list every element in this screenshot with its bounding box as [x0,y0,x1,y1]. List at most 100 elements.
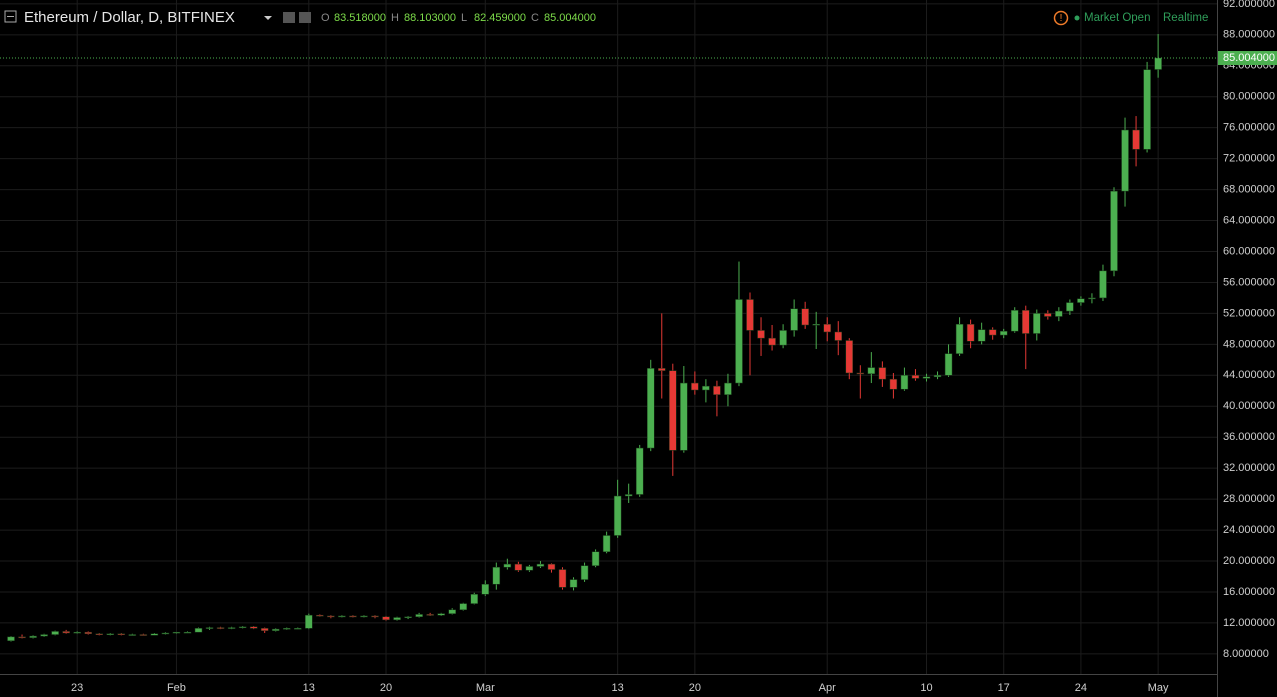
x-tick-label: 20 [689,682,701,694]
candle-body [95,633,103,636]
y-tick-label: 40.000000 [1223,400,1275,412]
candle-body [580,565,589,580]
candle-body [40,634,48,637]
candle-body [702,385,710,391]
y-tick-label: 60.000000 [1223,245,1275,257]
alert-icon-mark: ! [1060,13,1063,24]
candle-body [735,299,743,384]
candle-body [536,563,545,567]
candle-body [117,633,126,636]
candle-body [18,636,26,639]
candle-body [658,368,666,371]
y-tick-label: 8.000000 [1223,648,1269,660]
candle-body [680,382,688,451]
y-tick-label: 28.000000 [1223,493,1275,505]
candle-body [481,583,490,595]
candle-body [1110,190,1118,272]
ohlc-key: L [461,12,467,24]
candle-body [691,382,699,391]
candle-body [635,447,644,495]
candle-body [84,631,92,635]
candle-body [646,368,655,449]
candle-body [305,614,313,629]
candle-body [1010,310,1019,332]
candle-body [459,603,467,611]
candle-body [988,329,997,336]
candle-body [955,323,964,354]
candle-body [911,375,920,379]
ohlc-value: 82.459000 [474,12,526,24]
candle-body [205,627,214,629]
candle-body [1143,69,1151,150]
candle-body [249,626,258,629]
candles [0,34,1217,642]
candle-body [944,353,953,376]
candle-body [1066,302,1074,312]
candle-body [724,382,732,395]
ohlc-value: 83.518000 [334,12,386,24]
candle-body [1121,129,1129,192]
candle-body [1033,313,1041,334]
candle-body [448,609,456,614]
candle-body [547,563,556,570]
candle-body [106,633,115,636]
y-tick-label: 12.000000 [1223,617,1275,629]
candle-body [139,634,148,636]
candle-body [316,614,324,617]
candle-body [889,378,898,390]
y-tick-label: 72.000000 [1223,153,1275,165]
last-price-label: 85.004000 [1223,52,1275,64]
x-tick-label: 13 [612,682,624,694]
grid [0,0,1217,674]
candle-body [1077,298,1085,303]
candle-body [856,372,865,375]
candle-body [128,634,137,636]
candle-body [470,594,479,604]
x-tick-label: 20 [380,682,392,694]
candle-body [1055,310,1063,317]
settings-icon[interactable] [283,12,295,23]
candle-body [183,631,192,634]
y-tick-label: 32.000000 [1223,462,1275,474]
candle-body [294,628,302,630]
y-tick-label: 36.000000 [1223,431,1275,443]
candle-body [29,635,37,638]
y-tick-label: 92.000000 [1223,0,1275,10]
x-tick-label: Mar [476,682,495,694]
y-tick-label: 76.000000 [1223,122,1275,134]
feed-status: Realtime [1163,12,1208,24]
candle-body [1132,129,1140,150]
ohlc-value: 88.103000 [404,12,456,24]
y-tick-label: 16.000000 [1223,586,1275,598]
candle-body [834,331,842,341]
collapse-icon[interactable] [4,10,17,23]
candle-body [1044,313,1052,317]
settings-icon[interactable] [299,12,311,23]
x-tick-label: 24 [1075,682,1087,694]
candle-body [227,627,236,629]
candle-body [823,323,831,333]
candle-body [150,633,159,636]
candle-body [757,330,765,339]
chart-title[interactable]: Ethereum / Dollar, D, BITFINEX [24,9,235,26]
candle-body [525,566,534,571]
candle-body [922,376,931,379]
x-tick-label: 17 [998,682,1010,694]
candle-body [437,613,445,616]
candle-body [73,631,81,634]
candle-body [194,628,203,633]
x-tick-label: May [1148,682,1169,694]
alert-icon[interactable] [1053,10,1069,26]
candle-body [779,330,787,346]
candle-body [746,299,754,331]
candle-body [999,330,1008,336]
market-status: Market Open [1084,12,1150,24]
status-dot [1074,15,1080,21]
candle-body [613,495,622,536]
candle-body [790,308,798,331]
candle-body [933,375,942,378]
y-tick-label: 44.000000 [1223,369,1275,381]
dropdown-arrow[interactable] [264,16,272,20]
x-tick-label: 10 [920,682,932,694]
